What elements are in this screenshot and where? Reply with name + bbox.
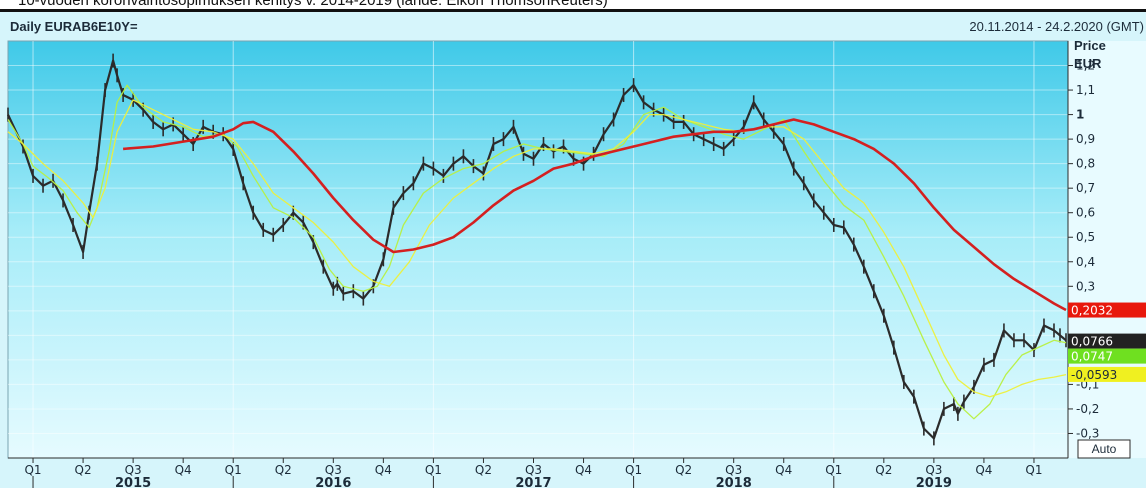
x-quarter-label: Q4 — [775, 463, 792, 477]
value-tag-label: 0,2032 — [1071, 304, 1113, 318]
y-tick-label: 1 — [1076, 108, 1084, 122]
x-quarter-label: Q1 — [1025, 463, 1042, 477]
value-tag-label: 0,0766 — [1071, 335, 1113, 349]
auto-scale-label: Auto — [1092, 442, 1117, 456]
chart-caption: 10-vuoden koronvaihtosopimuksen kehitys … — [18, 0, 608, 9]
x-quarter-label: Q2 — [275, 463, 292, 477]
value-tag-box — [1068, 348, 1146, 364]
series-line-ma_fast — [7, 84, 1067, 420]
x-quarter-label: Q1 — [225, 463, 242, 477]
value-tag-box — [1068, 366, 1146, 382]
price-chart[interactable]: 1,21,110,90,80,70,60,50,40,3-0,1-0,2-0,3… — [0, 12, 1146, 488]
series-line-ma_long — [122, 118, 1067, 312]
y-tick-label: 0,4 — [1076, 255, 1095, 269]
y-axis-label-currency: EUR — [1074, 56, 1102, 71]
y-tick-label: 1,1 — [1076, 83, 1095, 97]
axis-panel — [1068, 41, 1146, 458]
y-tick-label: 1,2 — [1076, 59, 1095, 73]
x-year-label: 2015 — [115, 476, 151, 488]
date-range: 20.11.2014 - 24.2.2020 (GMT) — [969, 19, 1144, 34]
top-divider — [0, 9, 1146, 12]
y-tick-label: 0,5 — [1076, 230, 1095, 244]
value-tag-label: 0,0747 — [1071, 350, 1113, 364]
x-quarter-label: Q1 — [24, 463, 41, 477]
x-year-label: 2018 — [716, 476, 752, 488]
value-tag-label: -0,0593 — [1071, 368, 1117, 382]
x-quarter-label: Q4 — [575, 463, 592, 477]
x-quarter-label: Q3 — [325, 463, 342, 477]
x-quarter-label: Q2 — [75, 463, 92, 477]
x-quarter-label: Q3 — [725, 463, 742, 477]
x-quarter-label: Q2 — [875, 463, 892, 477]
x-quarter-label: Q3 — [925, 463, 942, 477]
x-quarter-label: Q4 — [175, 463, 192, 477]
x-quarter-label: Q1 — [825, 463, 842, 477]
x-quarter-label: Q4 — [975, 463, 992, 477]
grid-lines — [8, 41, 1068, 458]
x-quarter-label: Q1 — [625, 463, 642, 477]
x-quarter-label: Q3 — [125, 463, 142, 477]
y-tick-label: 0,8 — [1076, 157, 1095, 171]
y-tick-label: 0,3 — [1076, 279, 1095, 293]
y-tick-label: 0,7 — [1076, 181, 1095, 195]
y-axis-label-price: Price — [1074, 38, 1106, 53]
y-axis: 1,21,110,90,80,70,60,50,40,3-0,1-0,2-0,3 — [1067, 41, 1099, 458]
chart-title: Daily EURAB6E10Y= — [10, 19, 138, 34]
x-year-label: 2017 — [515, 476, 551, 488]
value-tag-box — [1068, 302, 1146, 318]
auto-scale-button[interactable]: Auto — [1077, 439, 1131, 459]
y-tick-label: 0,9 — [1076, 132, 1095, 146]
x-year-label: 2019 — [916, 476, 952, 488]
x-year-label: 2016 — [315, 476, 351, 488]
x-axis: Q1 Q2 Q3 Q4 Q1 Q2 Q3 Q4 Q1 Q2 Q3 Q4 Q1 Q2 Q3 Q4 Q1 Q2 Q3 Q4… — [8, 457, 1068, 488]
series-group — [7, 53, 1067, 446]
x-quarter-label: Q4 — [375, 463, 392, 477]
y-tick-label: -0,3 — [1076, 426, 1099, 440]
x-quarter-label: Q2 — [475, 463, 492, 477]
x-quarter-label: Q2 — [675, 463, 692, 477]
x-quarter-label: Q3 — [525, 463, 542, 477]
series-line-ma_slow — [7, 99, 1067, 398]
plot-area[interactable] — [7, 40, 1069, 459]
x-quarter-label: Q1 — [425, 463, 442, 477]
value-tag-box — [1068, 333, 1146, 349]
y-tick-label: 0,6 — [1076, 206, 1095, 220]
y-tick-label: -0,2 — [1076, 402, 1099, 416]
